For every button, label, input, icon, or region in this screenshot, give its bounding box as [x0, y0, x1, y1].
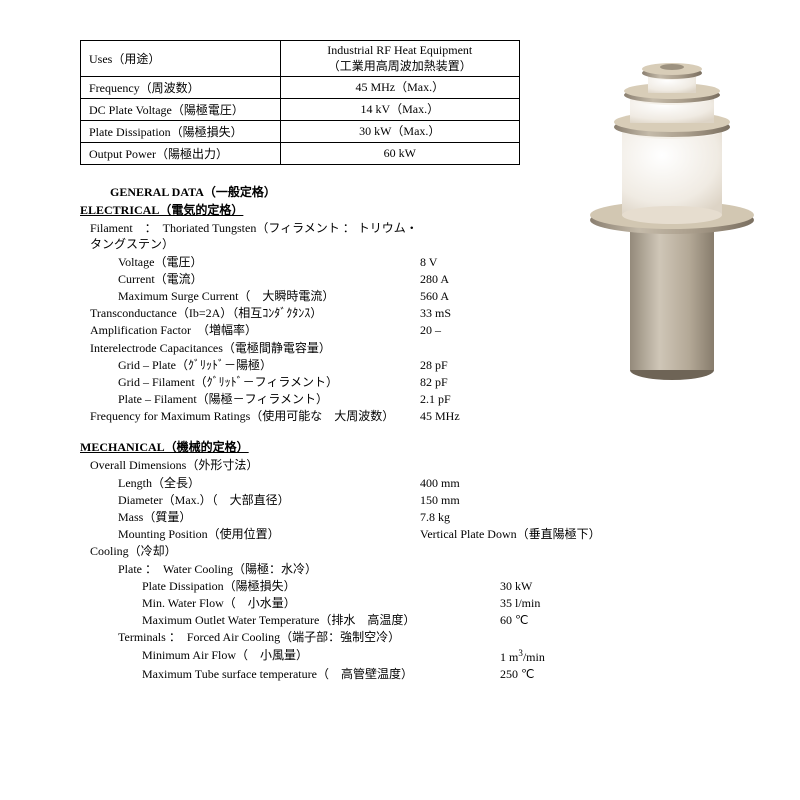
section-mechanical: MECHANICAL（機械的定格） — [80, 438, 750, 455]
spec-value: 30 kW（Max.） — [280, 121, 519, 143]
term-header: Terminals ： Forced Air Cooling（端子部：強制空冷） — [80, 629, 420, 645]
af-label: Minimum Air Flow（ 小風量） — [80, 647, 420, 665]
diameter-value: 150 mm — [420, 492, 750, 508]
surge-label: Maximum Surge Current（ 大瞬時電流） — [80, 288, 420, 304]
ts-value: 250 ℃ — [420, 666, 750, 682]
freq-label: Frequency for Maximum Ratings（使用可能な 大周波数… — [80, 408, 420, 424]
current-label: Current（電流） — [80, 271, 420, 287]
spec-value: Industrial RF Heat Equipment（工業用高周波加熱装置） — [280, 41, 519, 77]
spec-label: Output Power（陽極出力） — [81, 143, 281, 165]
wf-value: 35 l/min — [420, 595, 750, 611]
cap-header: Interelectrode Capacitances（電極間静電容量） — [80, 340, 420, 356]
spec-value: 14 kV（Max.） — [280, 99, 519, 121]
spec-row: Frequency（周波数）45 MHz（Max.） — [81, 77, 520, 99]
mount-label: Mounting Position（使用位置） — [80, 526, 420, 542]
spec-label: Plate Dissipation（陽極損失） — [81, 121, 281, 143]
spec-table: Uses（用途）Industrial RF Heat Equipment（工業用… — [80, 40, 520, 165]
wt-label: Maximum Outlet Water Temperature（排水 高温度） — [80, 612, 420, 628]
spec-label: Uses（用途） — [81, 41, 281, 77]
amp-label: Amplification Factor （増幅率） — [80, 322, 420, 338]
spec-row: Plate Dissipation（陽極損失）30 kW（Max.） — [81, 121, 520, 143]
mass-value: 7.8 kg — [420, 509, 750, 525]
pd-label: Plate Dissipation（陽極損失） — [80, 578, 420, 594]
mount-value: Vertical Plate Down（垂直陽極下） — [420, 526, 750, 542]
length-value: 400 mm — [420, 475, 750, 491]
spec-row: Output Power（陽極出力）60 kW — [81, 143, 520, 165]
dim-header: Overall Dimensions（外形寸法） — [80, 457, 420, 473]
filament-header: Filament ： Thoriated Tungsten（フィラメント ： ト… — [80, 220, 420, 252]
gp-label: Grid – Plate（ｸﾞﾘｯﾄﾞ－陽極） — [80, 357, 420, 373]
cooling-header: Cooling（冷却） — [80, 543, 420, 559]
diameter-label: Diameter（Max.）（ 大部直径） — [80, 492, 420, 508]
tube-product-image — [585, 55, 760, 385]
trans-label: Transconductance（Ib=2A）（相互ｺﾝﾀﾞｸﾀﾝｽ） — [80, 305, 420, 321]
gf-label: Grid – Filament（ｸﾞﾘｯﾄﾞ－フィラメント） — [80, 374, 420, 390]
spec-value: 60 kW — [280, 143, 519, 165]
pf-label: Plate – Filament（陽極－フィラメント） — [80, 391, 420, 407]
length-label: Length（全長） — [80, 475, 420, 491]
voltage-label: Voltage（電圧） — [80, 254, 420, 270]
spec-label: DC Plate Voltage（陽極電圧） — [81, 99, 281, 121]
freq-value: 45 MHz — [420, 408, 750, 424]
wt-value: 60 ℃ — [420, 612, 750, 628]
wf-label: Min. Water Flow（ 小水量） — [80, 595, 420, 611]
ts-label: Maximum Tube surface temperature（ 高管壁温度） — [80, 666, 420, 682]
pf-value: 2.1 pF — [420, 391, 750, 407]
mass-label: Mass（質量） — [80, 509, 420, 525]
spec-row: DC Plate Voltage（陽極電圧）14 kV（Max.） — [81, 99, 520, 121]
spec-value: 45 MHz（Max.） — [280, 77, 519, 99]
spec-row: Uses（用途）Industrial RF Heat Equipment（工業用… — [81, 41, 520, 77]
af-value: 1 m3/min — [420, 647, 750, 665]
pd-value: 30 kW — [420, 578, 750, 594]
spec-label: Frequency（周波数） — [81, 77, 281, 99]
plate-cool-header: Plate ： Water Cooling（陽極：水冷） — [80, 561, 420, 577]
